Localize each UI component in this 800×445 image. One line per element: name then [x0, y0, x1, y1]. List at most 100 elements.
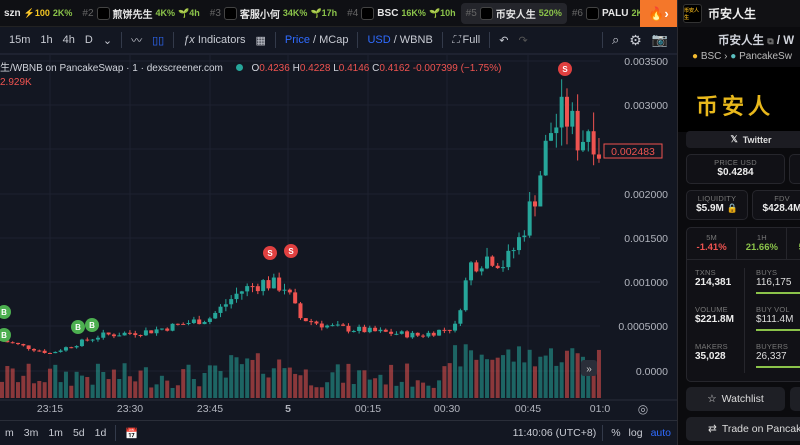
- twitter-button[interactable]: 𝕏 Twitter: [686, 131, 800, 148]
- chevron-down-icon[interactable]: ⌄: [102, 34, 113, 47]
- volume-bar: [453, 345, 458, 398]
- candle: [111, 334, 116, 337]
- trending-more-button[interactable]: 🔥›: [640, 0, 677, 27]
- volume-bar: [26, 363, 31, 398]
- tab-change: 520%: [538, 8, 562, 18]
- calendar-icon[interactable]: 📅: [125, 427, 139, 440]
- candle: [378, 329, 383, 332]
- candle: [207, 318, 212, 322]
- watchlist-button[interactable]: ☆ Watchlist: [686, 387, 785, 411]
- axis-settings-icon[interactable]: ◎: [638, 402, 648, 416]
- indicators-button[interactable]: ƒx Indicators: [178, 34, 250, 46]
- volume-bar: [21, 375, 26, 398]
- range-5d[interactable]: 5d: [72, 427, 85, 439]
- l-label: L: [333, 63, 339, 74]
- price-native-card: 0: [789, 154, 800, 184]
- trending-tab[interactable]: #3 客服小何 34K% 🌱17h: [205, 3, 342, 24]
- volume-bar: [351, 384, 356, 398]
- volume-bar: [202, 372, 207, 398]
- more-button[interactable]: [790, 387, 800, 411]
- undo-icon[interactable]: ↶: [499, 34, 509, 47]
- stat-buyers: BUYERS 26,337: [756, 342, 800, 368]
- range-1d[interactable]: 1d: [94, 427, 107, 439]
- buy-marker: [71, 320, 85, 334]
- volume-bar: [325, 382, 330, 398]
- interval-d[interactable]: D: [84, 34, 93, 46]
- layout-icon[interactable]: ▦: [255, 34, 266, 47]
- change-6h[interactable]: 5: [787, 228, 800, 259]
- trending-tab[interactable]: #4 BSC 16K% 🌱10h: [342, 3, 461, 24]
- change-5m[interactable]: 5M -1.41%: [687, 228, 738, 259]
- currency-toggle[interactable]: USD / WBNB: [362, 34, 437, 46]
- percent-toggle[interactable]: %: [611, 427, 621, 439]
- time-axis-label: 01:0: [590, 403, 611, 415]
- stat-makers: MAKERS 35,028: [695, 342, 728, 362]
- volume-bar: [367, 379, 372, 398]
- trending-tab[interactable]: #2 煎饼先生 4K% 🌱4h: [77, 3, 204, 24]
- volume-bar: [165, 380, 170, 398]
- sell-marker: [558, 62, 572, 76]
- trending-tabs: szn ⚡100 2K% #2 煎饼先生 4K% 🌱4h #3 客服小何 34K% 🌱17h #4 BS…: [0, 0, 640, 27]
- volume-bar: [53, 364, 58, 398]
- line-chart-icon[interactable]: 〰: [131, 35, 143, 47]
- auto-toggle[interactable]: auto: [650, 427, 671, 439]
- candles-icon[interactable]: ▯▯: [152, 34, 165, 47]
- trending-tab[interactable]: #5 币安人生 520%: [460, 2, 567, 24]
- candle: [421, 335, 426, 337]
- candle: [26, 345, 31, 349]
- interval-4h[interactable]: 4h: [62, 34, 75, 46]
- sell-marker: [284, 244, 298, 258]
- price-mcap-toggle[interactable]: Price / MCap: [280, 34, 354, 46]
- trade-button[interactable]: ⇄ Trade on Pancak: [686, 417, 800, 441]
- interval-15m[interactable]: 15m: [9, 34, 31, 46]
- candle: [383, 329, 388, 332]
- trending-tab[interactable]: szn ⚡100 2K%: [0, 3, 77, 24]
- volume-bar: [31, 383, 36, 398]
- status-dot: [235, 64, 243, 71]
- volume-bar: [117, 379, 122, 398]
- candle: [271, 277, 276, 289]
- token-info-panel: 币安人生 币安人生 币安人生 ⧉ / W ● BSC › ● PancakeSw …: [677, 0, 800, 445]
- volume-bar: [314, 387, 319, 398]
- volume-bar: [15, 382, 20, 398]
- camera-icon[interactable]: 📷: [651, 32, 668, 47]
- time-axis-label: 23:30: [117, 403, 143, 415]
- log-toggle[interactable]: log: [628, 427, 643, 439]
- scroll-to-realtime-button[interactable]: [581, 360, 597, 376]
- fdv-card: FDV $428.4M: [752, 190, 800, 220]
- candle: [596, 154, 601, 159]
- volume-bar: [197, 386, 202, 398]
- candle: [191, 319, 196, 324]
- tab-change: 2K%: [52, 8, 73, 18]
- volume-bar: [250, 359, 255, 398]
- candle: [149, 330, 154, 334]
- time-axis-label: 00:30: [434, 403, 460, 415]
- change-1h[interactable]: 1H 21.66%: [737, 228, 788, 259]
- volume-bar: [303, 369, 308, 398]
- trending-tab[interactable]: #6 PALU2K%: [567, 3, 640, 24]
- volume-bar: [293, 373, 298, 398]
- candle: [261, 280, 266, 292]
- candle: [197, 319, 202, 325]
- copy-icon[interactable]: ⧉: [767, 36, 774, 46]
- price-axis-label: 0.003500: [624, 56, 668, 68]
- fullscreen-button[interactable]: ⛶ Full: [447, 34, 485, 47]
- fx-icon: ƒx: [183, 34, 195, 46]
- range-3m[interactable]: 3m: [23, 427, 39, 439]
- volume-bar: [85, 377, 90, 398]
- range-m[interactable]: m: [5, 427, 14, 439]
- volume-bar: [437, 380, 442, 398]
- volume-bar: [415, 380, 420, 398]
- volume-bar: [175, 385, 180, 398]
- redo-icon[interactable]: ↷: [518, 34, 528, 47]
- settings-gear-icon[interactable]: ⚙: [629, 31, 642, 48]
- range-1m[interactable]: 1m: [48, 427, 63, 439]
- volume-bar: [559, 362, 564, 398]
- candle: [133, 333, 138, 336]
- volume-bar: [282, 368, 287, 398]
- volume-bar: [479, 354, 484, 398]
- candle: [341, 324, 346, 326]
- search-chart-icon[interactable]: ⌕: [611, 32, 620, 47]
- interval-1h[interactable]: 1h: [40, 34, 53, 46]
